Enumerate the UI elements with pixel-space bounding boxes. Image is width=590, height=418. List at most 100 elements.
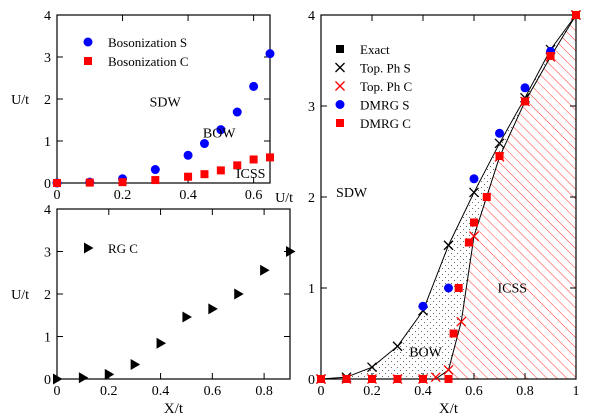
data-point: [454, 284, 463, 292]
x-axis-label: X/t: [164, 401, 184, 417]
data-point: [232, 107, 242, 117]
x-tick-label: 0.4: [179, 188, 197, 203]
legend-label: Top. Ph S: [360, 61, 411, 76]
y-tick-label: 2: [308, 191, 315, 206]
x-tick-label: 0.6: [465, 384, 483, 399]
data-point: [469, 174, 479, 184]
y-tick-label: 0: [44, 373, 51, 388]
data-point: [216, 125, 226, 135]
data-point: [184, 172, 193, 181]
data-point: [367, 362, 377, 373]
data-point: [449, 329, 458, 338]
legend-marker: [335, 62, 345, 73]
x-tick-label: 0.2: [114, 188, 132, 203]
data-point: [419, 375, 427, 383]
data-point: [430, 372, 441, 383]
data-point: [249, 155, 258, 164]
data-point: [495, 128, 504, 138]
data-point: [495, 152, 504, 161]
y-axis-label: U/t: [275, 191, 293, 206]
data-point: [182, 311, 192, 323]
data-point: [546, 51, 555, 60]
region-label: SDW: [150, 96, 182, 111]
data-point: [443, 364, 454, 375]
data-point: [199, 139, 209, 149]
x-tick-label: 0.6: [204, 384, 222, 399]
legend-marker: [84, 242, 94, 254]
y-tick-label: 4: [44, 9, 51, 24]
data-point: [216, 166, 225, 175]
x-tick-label: 0: [54, 188, 61, 203]
legend-label: DMRG S: [360, 98, 410, 113]
legend-label: Bosonization C: [108, 54, 189, 69]
data-point: [78, 372, 89, 384]
data-point: [249, 81, 259, 91]
data-point: [443, 240, 454, 251]
y-tick-label: 4: [44, 203, 51, 218]
data-point: [183, 150, 193, 160]
y-axis-label: U/t: [11, 288, 29, 303]
x-tick-label: 0.2: [100, 384, 118, 399]
region-label: ICSS: [497, 282, 527, 297]
y-axis-label: U/t: [11, 93, 29, 108]
legend-label: Bosonization S: [108, 35, 187, 50]
region-label: SDW: [336, 186, 368, 201]
data-point: [393, 375, 402, 383]
data-point: [234, 288, 244, 300]
legend-marker: [84, 57, 92, 65]
data-point: [265, 49, 275, 59]
data-point: [286, 246, 296, 257]
data-point: [521, 97, 529, 106]
data-point: [482, 193, 491, 201]
legend-marker: [336, 119, 344, 127]
x-axis-label: X/t: [439, 401, 459, 417]
data-point: [520, 83, 530, 93]
legend-marker: [336, 45, 344, 53]
y-tick-label: 3: [308, 100, 315, 115]
legend-marker: [83, 37, 93, 47]
x-tick-label: 0.4: [414, 384, 432, 399]
x-tick-label: 1: [573, 384, 580, 399]
legend-label: Top. Ph C: [360, 79, 412, 94]
data-point: [469, 187, 479, 198]
data-point: [470, 218, 478, 227]
data-point: [317, 375, 325, 383]
y-tick-label: 4: [308, 9, 315, 24]
data-point: [53, 373, 63, 385]
data-point: [444, 375, 453, 383]
data-point: [85, 178, 94, 187]
region-label: BOW: [203, 127, 236, 142]
y-tick-label: 1: [44, 331, 51, 346]
region-label: BOW: [409, 345, 442, 360]
x-tick-label: 0.4: [152, 384, 170, 399]
icss-region-fill: [435, 15, 576, 379]
y-tick-label: 3: [44, 51, 51, 66]
y-tick-label: 0: [44, 177, 51, 192]
x-tick-label: 0.2: [363, 384, 381, 399]
data-point: [151, 176, 160, 185]
legend-label: DMRG C: [360, 116, 411, 131]
data-point: [208, 303, 218, 315]
x-tick-label: 0: [318, 384, 325, 399]
x-tick-label: 0.6: [245, 188, 263, 203]
plot-frame: [56, 208, 291, 380]
legend-label: RG C: [108, 241, 138, 256]
data-point: [130, 359, 141, 371]
data-point: [200, 170, 209, 179]
data-point: [494, 138, 505, 149]
y-tick-label: 2: [44, 93, 51, 108]
y-tick-label: 3: [44, 246, 51, 261]
data-point: [456, 316, 467, 327]
data-point: [104, 368, 115, 380]
data-point: [342, 375, 351, 383]
data-point: [53, 179, 61, 187]
legend-marker: [335, 100, 345, 109]
x-tick-label: 0: [54, 384, 61, 399]
data-point: [368, 375, 376, 383]
data-point: [156, 337, 167, 349]
y-tick-label: 1: [308, 282, 315, 297]
chart-layer: 0 0.2 0.4 0.6 0 1 2 3 4 U/t Bosonization S Bosoniza…: [11, 9, 581, 417]
legend-label: Exact: [360, 42, 390, 57]
x-tick-label: 0.8: [516, 384, 534, 399]
